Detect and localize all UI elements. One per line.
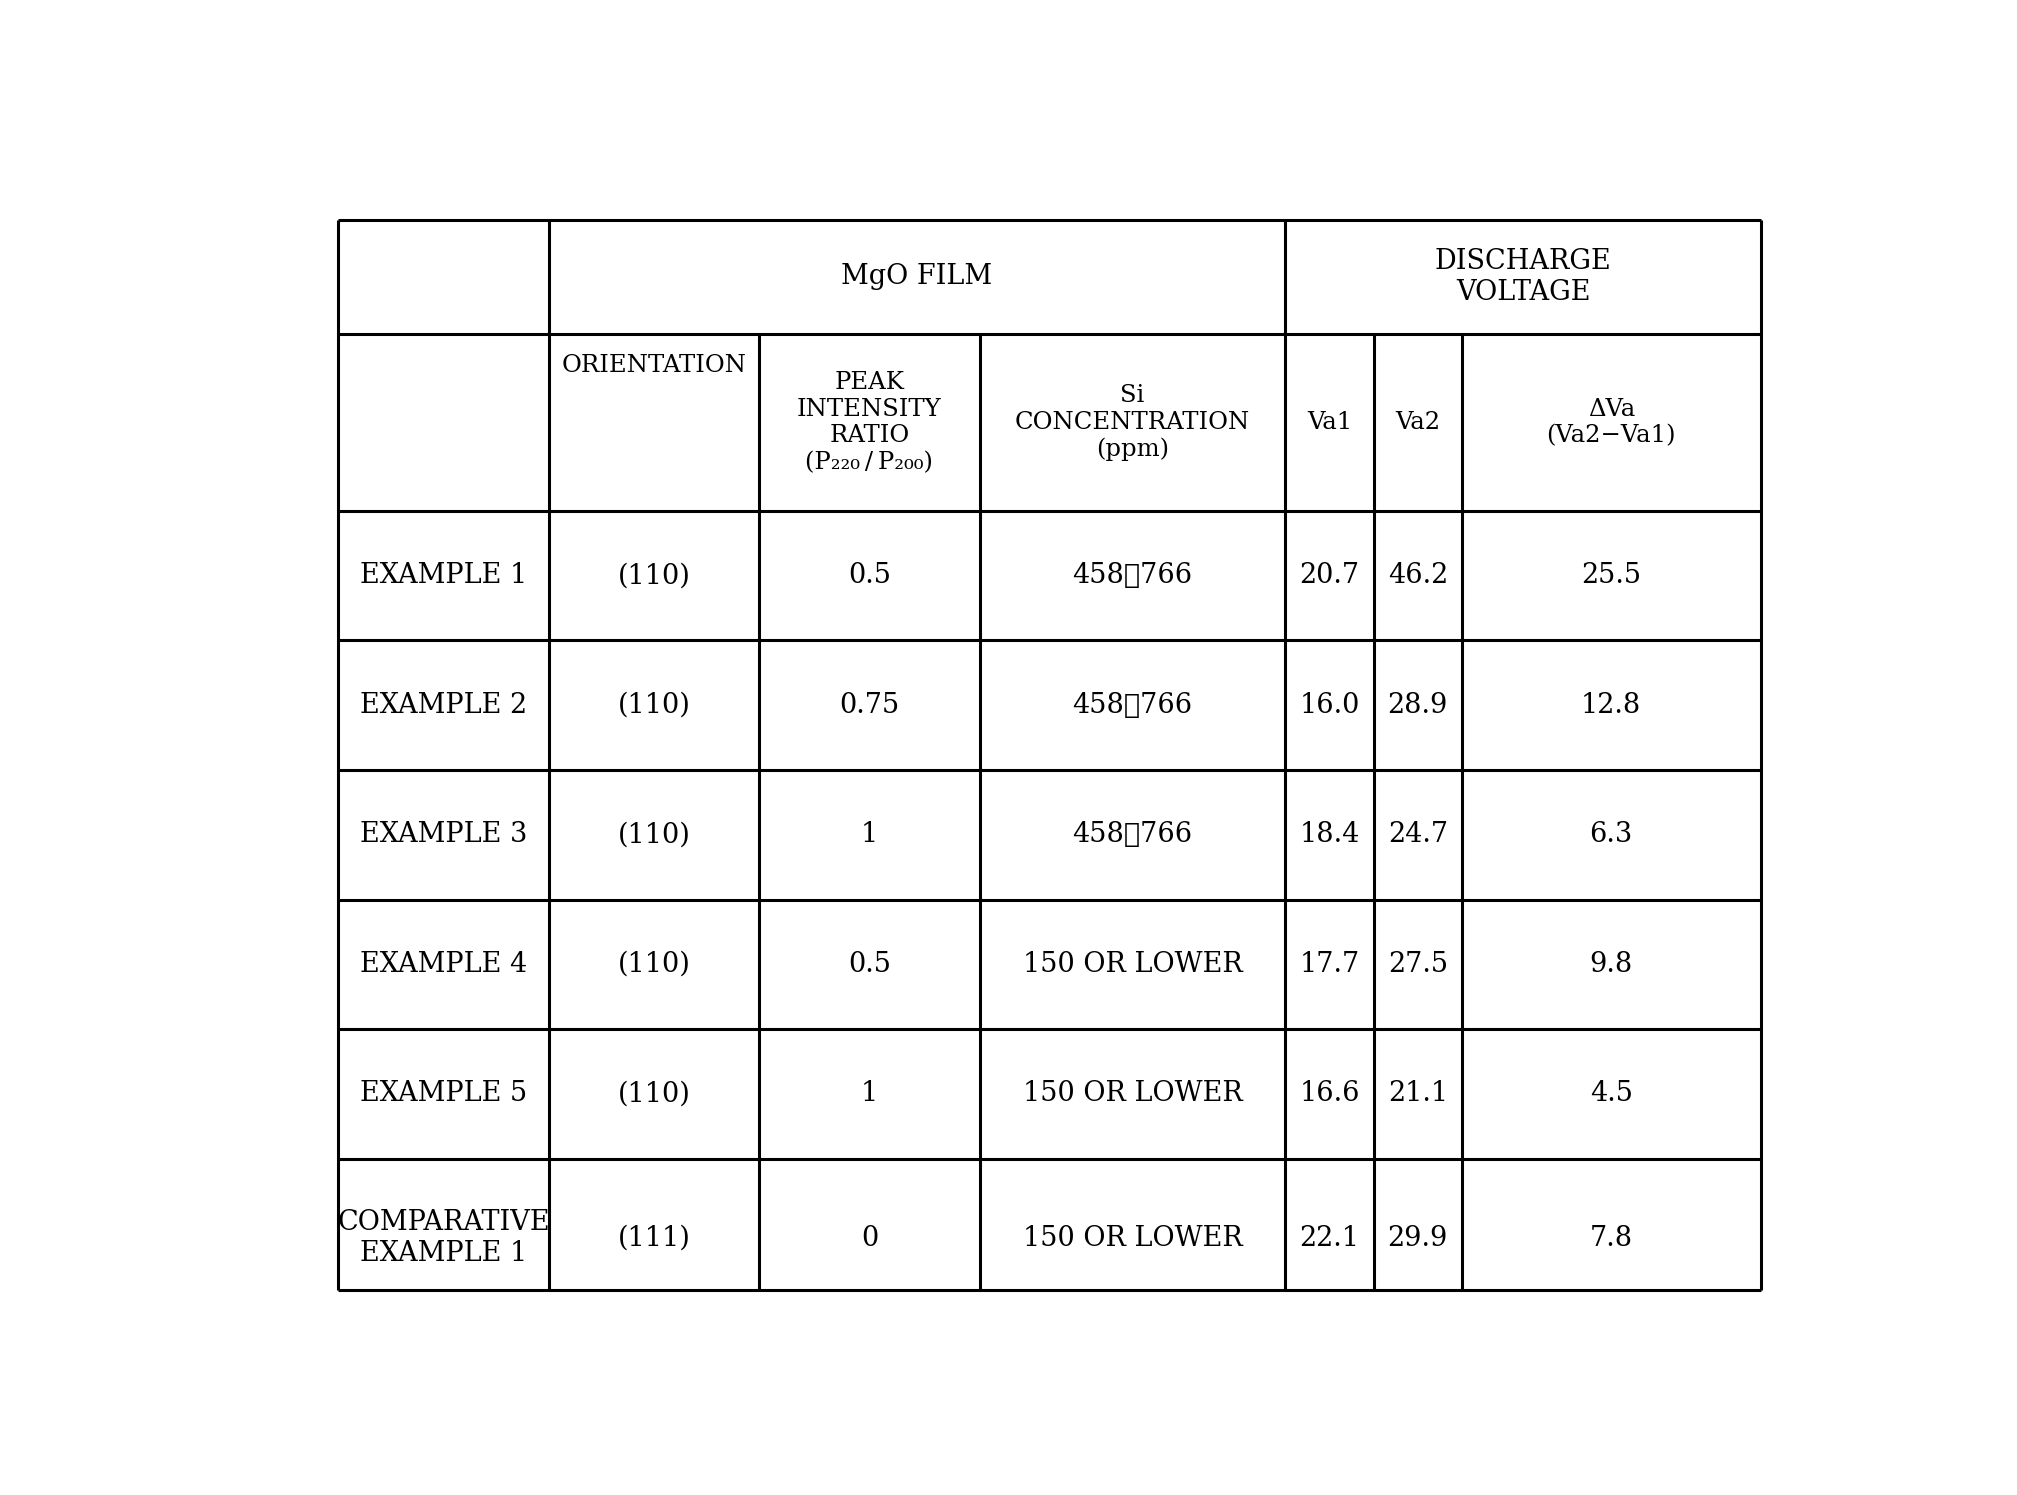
Text: Va1: Va1	[1307, 411, 1351, 434]
Text: 1: 1	[861, 1081, 877, 1108]
Text: (110): (110)	[617, 562, 690, 589]
Text: 27.5: 27.5	[1388, 951, 1448, 978]
Text: DISCHARGE
VOLTAGE: DISCHARGE VOLTAGE	[1434, 248, 1612, 306]
Text: Va2: Va2	[1396, 411, 1440, 434]
Text: 0.5: 0.5	[847, 951, 892, 978]
Text: 25.5: 25.5	[1581, 562, 1642, 589]
Text: 46.2: 46.2	[1388, 562, 1448, 589]
Text: (110): (110)	[617, 821, 690, 848]
Text: 4.5: 4.5	[1589, 1081, 1632, 1108]
Text: (110): (110)	[617, 692, 690, 719]
Text: 24.7: 24.7	[1388, 821, 1448, 848]
Text: 458～766: 458～766	[1073, 562, 1192, 589]
Text: ORIENTATION: ORIENTATION	[561, 354, 746, 377]
Text: 12.8: 12.8	[1581, 692, 1642, 719]
Text: EXAMPLE 3: EXAMPLE 3	[359, 821, 526, 848]
Text: 29.9: 29.9	[1388, 1224, 1448, 1251]
Text: 16.0: 16.0	[1299, 692, 1359, 719]
Text: 18.4: 18.4	[1299, 821, 1359, 848]
Text: EXAMPLE 5: EXAMPLE 5	[359, 1081, 526, 1108]
Text: ΔVa
(Va2−Va1): ΔVa (Va2−Va1)	[1547, 398, 1676, 447]
Text: EXAMPLE 4: EXAMPLE 4	[359, 951, 526, 978]
Text: 20.7: 20.7	[1299, 562, 1359, 589]
Text: COMPARATIVE
EXAMPLE 1: COMPARATIVE EXAMPLE 1	[337, 1209, 551, 1268]
Text: EXAMPLE 1: EXAMPLE 1	[359, 562, 526, 589]
Text: 9.8: 9.8	[1589, 951, 1634, 978]
Text: 22.1: 22.1	[1299, 1224, 1359, 1251]
Text: 21.1: 21.1	[1388, 1081, 1448, 1108]
Text: 7.8: 7.8	[1589, 1224, 1634, 1251]
Text: 458～766: 458～766	[1073, 692, 1192, 719]
Text: EXAMPLE 2: EXAMPLE 2	[359, 692, 526, 719]
Text: 17.7: 17.7	[1299, 951, 1359, 978]
Text: 150 OR LOWER: 150 OR LOWER	[1023, 951, 1242, 978]
Text: 0.75: 0.75	[839, 692, 900, 719]
Text: (110): (110)	[617, 951, 690, 978]
Text: 16.6: 16.6	[1299, 1081, 1359, 1108]
Text: 28.9: 28.9	[1388, 692, 1448, 719]
Text: 150 OR LOWER: 150 OR LOWER	[1023, 1224, 1242, 1251]
Text: 0.5: 0.5	[847, 562, 892, 589]
Text: 0: 0	[861, 1224, 877, 1251]
Text: 458～766: 458～766	[1073, 821, 1192, 848]
Text: (110): (110)	[617, 1081, 690, 1108]
Text: PEAK
INTENSITY
RATIO
(P₂₂₀ / P₂₀₀): PEAK INTENSITY RATIO (P₂₂₀ / P₂₀₀)	[797, 371, 942, 474]
Text: MgO FILM: MgO FILM	[841, 263, 992, 290]
Text: (111): (111)	[617, 1224, 690, 1251]
Text: Si
CONCENTRATION
(ppm): Si CONCENTRATION (ppm)	[1015, 384, 1251, 460]
Text: 150 OR LOWER: 150 OR LOWER	[1023, 1081, 1242, 1108]
Text: 1: 1	[861, 821, 877, 848]
Text: 6.3: 6.3	[1589, 821, 1634, 848]
